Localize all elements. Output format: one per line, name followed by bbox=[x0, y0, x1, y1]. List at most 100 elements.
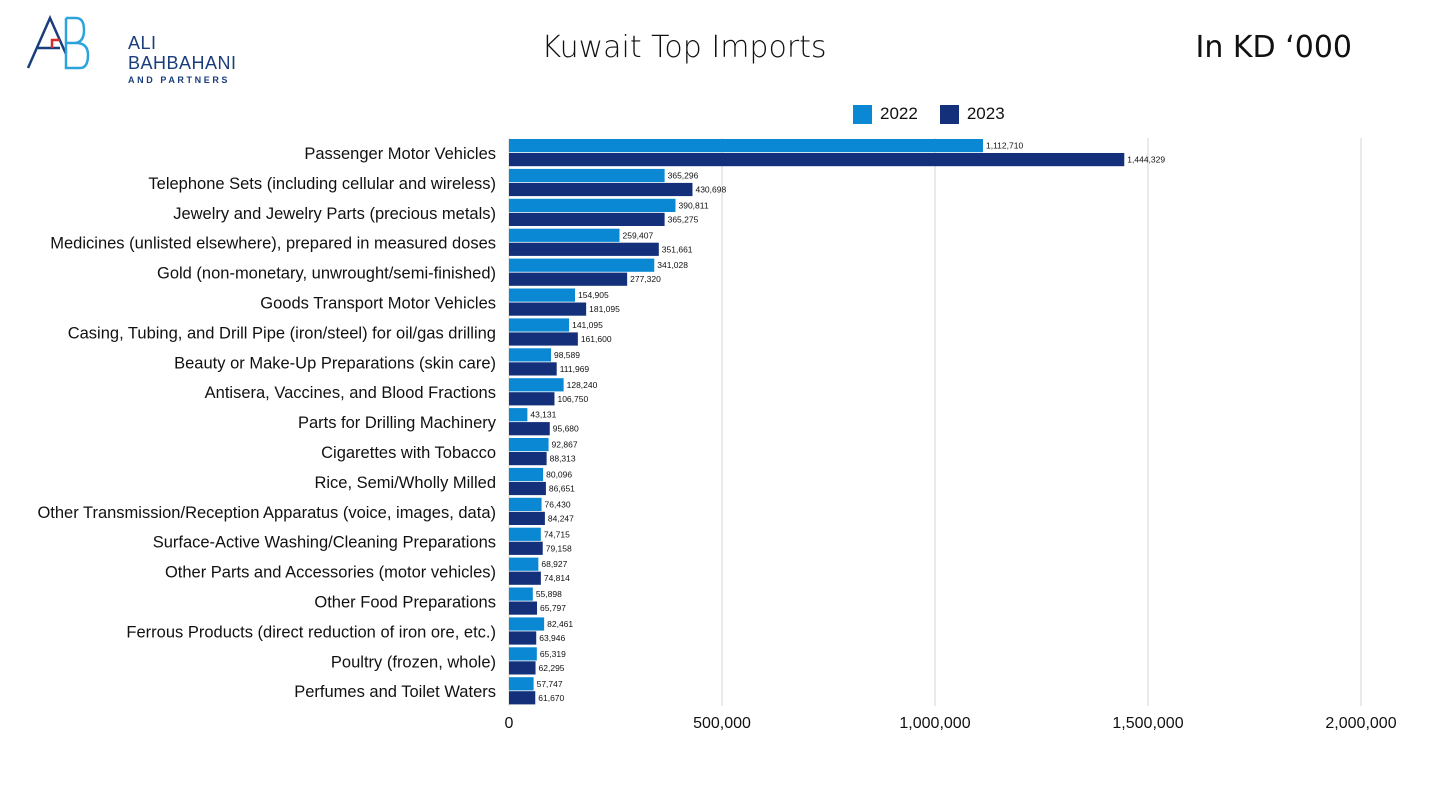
bar-2023 bbox=[509, 481, 546, 496]
data-label-2022: 141,095 bbox=[572, 320, 603, 330]
bar-2022 bbox=[509, 587, 533, 601]
bar-2022 bbox=[509, 467, 544, 482]
data-label-2022: 76,430 bbox=[545, 499, 571, 509]
bar-2022 bbox=[509, 527, 541, 541]
category-label: Other Food Preparations bbox=[314, 593, 496, 611]
data-label-2023: 86,651 bbox=[549, 484, 575, 494]
bar-2023 bbox=[509, 392, 555, 406]
x-tick-label: 2,000,000 bbox=[1325, 715, 1396, 732]
bar-2023 bbox=[509, 422, 550, 436]
category-label: Medicines (unlisted elsewhere), prepared… bbox=[50, 235, 496, 253]
category-label: Gold (non-monetary, unwrought/semi-finis… bbox=[157, 265, 496, 283]
bar-2022 bbox=[509, 139, 984, 153]
chart-title: Kuwait Top Imports bbox=[541, 30, 827, 65]
data-label-2023: 365,275 bbox=[668, 214, 699, 224]
category-label: Jewelry and Jewelry Parts (precious meta… bbox=[173, 205, 496, 223]
bar-2023 bbox=[509, 511, 545, 525]
logo-line-partners: AND PARTNERS bbox=[128, 75, 231, 85]
x-tick-label: 1,500,000 bbox=[1112, 715, 1183, 732]
x-tick-label: 500,000 bbox=[693, 715, 751, 732]
bar-2022 bbox=[509, 617, 545, 631]
data-label-2022: 365,296 bbox=[668, 171, 699, 181]
bar-2023 bbox=[509, 691, 536, 705]
legend-swatch-2022 bbox=[853, 104, 872, 124]
chart-legend: 2022 2023 bbox=[853, 104, 1005, 124]
data-label-2023: 63,946 bbox=[539, 633, 565, 643]
data-label-2022: 55,898 bbox=[536, 589, 562, 599]
data-label-2023: 430,698 bbox=[695, 185, 726, 195]
category-label: Poultry (frozen, whole) bbox=[331, 653, 496, 671]
data-label-2023: 106,750 bbox=[557, 394, 588, 404]
data-label-2022: 128,240 bbox=[567, 380, 598, 390]
bar-2022 bbox=[509, 318, 570, 332]
category-label: Casing, Tubing, and Drill Pipe (iron/ste… bbox=[68, 324, 496, 342]
bar-2022 bbox=[509, 497, 542, 511]
data-label-2023: 95,680 bbox=[553, 424, 579, 434]
bar-2022 bbox=[509, 647, 537, 661]
bar-2022 bbox=[509, 378, 564, 392]
category-label: Antisera, Vaccines, and Blood Fractions bbox=[205, 384, 496, 402]
category-label: Parts for Drilling Machinery bbox=[298, 414, 497, 432]
bar-2023 bbox=[509, 541, 543, 555]
bar-2022 bbox=[509, 198, 676, 212]
x-tick-label: 1,000,000 bbox=[899, 715, 970, 732]
category-label: Passenger Motor Vehicles bbox=[304, 145, 496, 163]
bar-2023 bbox=[509, 302, 587, 316]
data-label-2023: 84,247 bbox=[548, 513, 574, 523]
category-label: Goods Transport Motor Vehicles bbox=[260, 294, 496, 312]
data-label-2022: 390,811 bbox=[678, 200, 708, 210]
bar-2022 bbox=[509, 557, 539, 571]
data-label-2023: 111,969 bbox=[560, 364, 590, 374]
data-label-2023: 277,320 bbox=[630, 274, 661, 284]
bar-2023 bbox=[509, 661, 536, 675]
data-label-2022: 259,407 bbox=[623, 230, 654, 240]
category-label: Cigarettes with Tobacco bbox=[321, 444, 496, 462]
bar-2023 bbox=[509, 332, 578, 346]
legend-item-2023: 2023 bbox=[939, 104, 1005, 124]
bar-2022 bbox=[509, 258, 655, 272]
data-label-2023: 61,670 bbox=[538, 693, 564, 703]
logo-line-bahbahani: BAHBAHANI bbox=[128, 53, 237, 73]
data-label-2023: 88,313 bbox=[550, 454, 576, 464]
category-label: Beauty or Make-Up Preparations (skin car… bbox=[174, 354, 496, 372]
data-label-2023: 74,814 bbox=[544, 573, 570, 583]
logo-line-ali: ALI bbox=[128, 33, 157, 53]
data-label-2022: 57,747 bbox=[537, 679, 563, 689]
data-label-2023: 62,295 bbox=[539, 663, 565, 673]
bar-2023 bbox=[509, 212, 665, 226]
bar-2023 bbox=[509, 242, 659, 256]
company-logo: ALI BAHBAHANI AND PARTNERS bbox=[26, 14, 236, 85]
data-label-2022: 154,905 bbox=[578, 290, 609, 300]
category-label: Rice, Semi/Wholly Milled bbox=[314, 474, 496, 492]
data-label-2023: 161,600 bbox=[581, 334, 612, 344]
bar-2022 bbox=[509, 408, 528, 422]
bar-2023 bbox=[509, 601, 538, 615]
data-label-2022: 82,461 bbox=[547, 619, 573, 629]
bar-2023 bbox=[509, 182, 693, 197]
x-tick-label: 0 bbox=[505, 715, 514, 732]
bar-2022 bbox=[509, 228, 620, 242]
bar-2023 bbox=[509, 153, 1125, 167]
data-label-2023: 79,158 bbox=[546, 543, 572, 553]
category-label: Ferrous Products (direct reduction of ir… bbox=[126, 623, 496, 641]
bar-2023 bbox=[509, 571, 541, 585]
data-label-2022: 43,131 bbox=[530, 410, 556, 420]
data-label-2022: 1,112,710 bbox=[986, 141, 1023, 151]
logo-wordmark: ALI BAHBAHANI AND PARTNERS bbox=[128, 33, 237, 85]
data-label-2022: 98,589 bbox=[554, 350, 580, 360]
legend-label-2022: 2022 bbox=[880, 104, 918, 123]
legend-swatch-2023 bbox=[939, 104, 959, 124]
legend-item-2022: 2022 bbox=[853, 104, 918, 124]
data-label-2022: 92,867 bbox=[552, 440, 578, 450]
bar-2022 bbox=[509, 348, 551, 362]
data-label-2022: 80,096 bbox=[546, 470, 572, 480]
bar-2023 bbox=[509, 631, 537, 645]
ab-monogram-icon bbox=[26, 14, 90, 70]
data-label-2023: 65,797 bbox=[540, 603, 566, 613]
bar-2022 bbox=[509, 168, 665, 183]
data-label-2022: 68,927 bbox=[541, 559, 567, 569]
data-label-2022: 74,715 bbox=[544, 529, 570, 539]
bar-2023 bbox=[509, 272, 628, 286]
bar-2022 bbox=[509, 677, 534, 691]
